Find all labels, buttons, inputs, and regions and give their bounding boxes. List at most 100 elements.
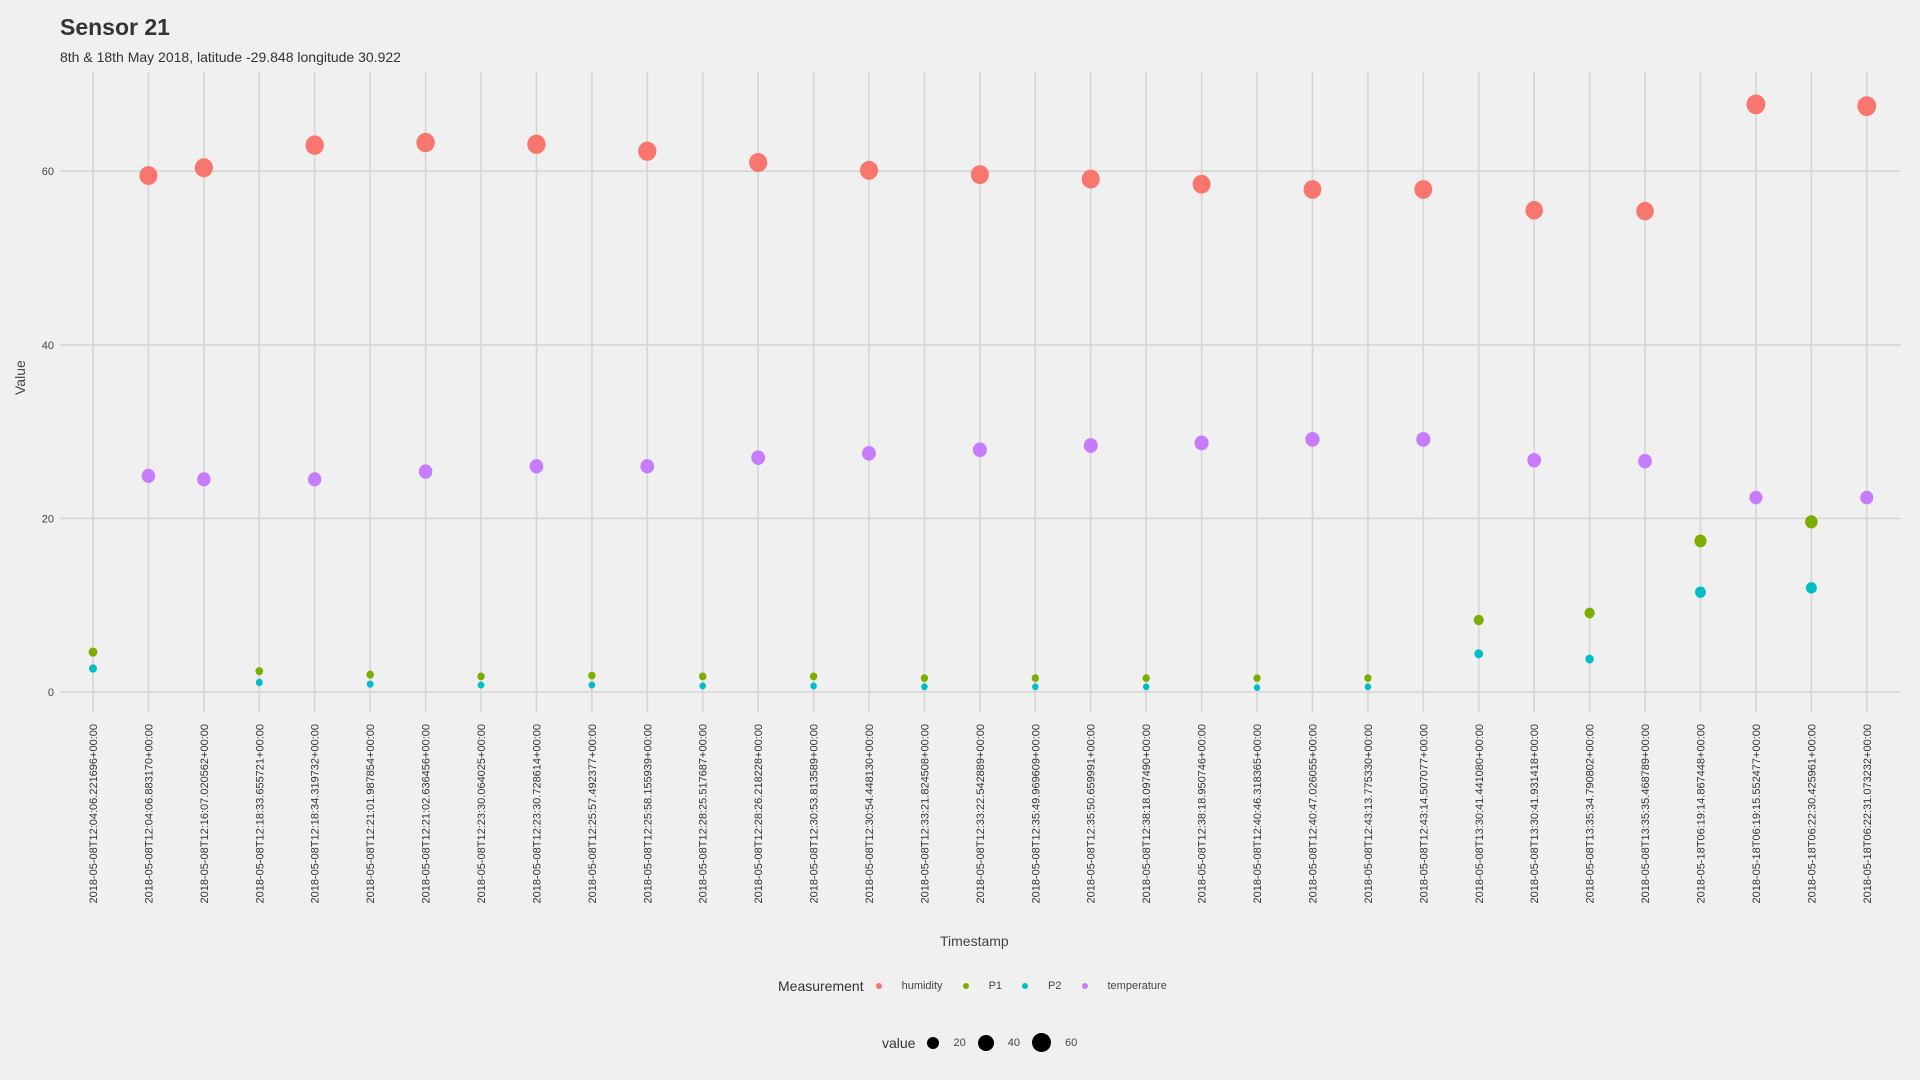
data-point-humidity xyxy=(1525,201,1543,220)
legend-item-p2: P2 xyxy=(1022,980,1062,992)
x-tick-label: 2018-05-18T06:19:15.552477+00:00 xyxy=(1751,724,1763,904)
legend-item-humidity: humidity xyxy=(875,980,943,992)
data-point-p2 xyxy=(1474,649,1484,659)
legend-value-size: value 20 40 60 xyxy=(882,1033,1089,1052)
x-tick-label: 2018-05-08T12:25:57.492377+00:00 xyxy=(587,724,599,904)
x-tick-label: 2018-05-08T12:21:02.636456+00:00 xyxy=(421,724,433,904)
x-tick-label: 2018-05-08T12:35:49.969609+00:00 xyxy=(1030,724,1042,904)
y-tick-label: 20 xyxy=(42,513,54,525)
data-point-humidity xyxy=(305,135,324,155)
x-tick-label: 2018-05-08T13:30:41.441080+00:00 xyxy=(1474,724,1486,904)
data-point-temperature xyxy=(1416,431,1431,447)
data-point-humidity xyxy=(194,158,213,178)
x-tick-label: 2018-05-08T12:33:22.542889+00:00 xyxy=(975,724,987,904)
data-point-p1 xyxy=(1694,534,1707,548)
data-point-humidity xyxy=(859,160,879,180)
data-point-temperature xyxy=(418,464,433,479)
data-point-p1 xyxy=(88,647,98,657)
data-point-temperature xyxy=(308,472,322,487)
data-point-p2 xyxy=(921,683,928,691)
legend-size-label: 40 xyxy=(1007,1036,1020,1049)
data-point-p1 xyxy=(477,672,485,681)
legend-size-label: 20 xyxy=(953,1036,966,1049)
y-tick-label: 60 xyxy=(42,166,54,178)
chart-subtitle: 8th & 18th May 2018, latitude -29.848 lo… xyxy=(60,49,401,65)
x-tick-label: 2018-05-08T12:04:06.221696+00:00 xyxy=(88,724,100,904)
legend-measurement: Measurement humidity P1 P2 temperature xyxy=(778,978,1187,994)
x-tick-label: 2018-05-08T12:16:07.020562+00:00 xyxy=(199,724,211,904)
x-tick-label: 2018-05-08T13:35:34.790802+00:00 xyxy=(1585,724,1597,904)
legend-item-label: P1 xyxy=(988,980,1003,992)
legend-size-60: 60 xyxy=(1031,1033,1078,1052)
data-point-humidity xyxy=(1857,96,1877,116)
data-point-temperature xyxy=(751,450,766,465)
data-point-p1 xyxy=(1364,674,1372,682)
data-point-p2 xyxy=(477,681,485,689)
data-point-p2 xyxy=(699,682,707,690)
data-point-p2 xyxy=(1695,586,1706,598)
data-point-p2 xyxy=(810,682,817,690)
x-tick-label: 2018-05-18T06:22:30.425961+00:00 xyxy=(1806,724,1818,904)
data-point-temperature xyxy=(1749,490,1763,505)
legend-item-label: P2 xyxy=(1048,980,1062,992)
data-point-temperature xyxy=(1194,435,1209,451)
x-axis-label: Timestamp xyxy=(940,933,1009,949)
x-tick-label: 2018-05-08T12:23:30.064025+00:00 xyxy=(476,724,488,904)
data-point-humidity xyxy=(1414,180,1433,199)
legend-size-circle-icon xyxy=(1031,1033,1051,1052)
legend-size-20: 20 xyxy=(927,1036,966,1049)
data-point-p2 xyxy=(1585,654,1594,664)
x-tick-label: 2018-05-08T12:40:47.026055+00:00 xyxy=(1307,724,1319,904)
x-tick-label: 2018-05-08T12:04:06.883170+00:00 xyxy=(143,724,155,904)
legend-item-label: temperature xyxy=(1107,980,1167,992)
legend-item-p1: P1 xyxy=(962,980,1003,992)
y-axis-label: Value xyxy=(12,360,28,395)
legend-swatch-icon xyxy=(1081,983,1088,989)
x-tick-label: 2018-05-08T12:28:26.218228+00:00 xyxy=(753,724,765,904)
legend-size-circle-icon xyxy=(977,1034,994,1051)
data-point-temperature xyxy=(1860,490,1874,505)
data-point-humidity xyxy=(1636,201,1654,221)
legend-item-temperature: temperature xyxy=(1081,980,1167,992)
data-point-p1 xyxy=(255,667,264,676)
legend-value-title: value xyxy=(882,1034,916,1051)
x-tick-label: 2018-05-08T12:28:25.517687+00:00 xyxy=(698,724,710,904)
data-point-p1 xyxy=(1805,515,1818,529)
x-tick-label: 2018-05-18T06:19:14.867448+00:00 xyxy=(1695,724,1707,904)
legend-swatch-icon xyxy=(875,983,882,989)
x-tick-label: 2018-05-08T12:18:34.319732+00:00 xyxy=(310,724,322,904)
legend-size-label: 60 xyxy=(1064,1036,1078,1049)
x-tick-label: 2018-05-18T06:22:31.073232+00:00 xyxy=(1862,724,1874,904)
data-point-temperature xyxy=(529,459,544,474)
legend-item-label: humidity xyxy=(901,980,943,992)
x-tick-label: 2018-05-08T13:30:41.931418+00:00 xyxy=(1529,724,1541,904)
legend-swatch-icon xyxy=(962,983,969,989)
data-point-p2 xyxy=(588,681,596,689)
legend-size-circle-icon xyxy=(927,1036,940,1049)
data-point-temperature xyxy=(1083,438,1098,453)
legend-swatch-icon xyxy=(1022,983,1029,989)
x-tick-label: 2018-05-08T12:21:01.987854+00:00 xyxy=(365,724,377,904)
data-point-p1 xyxy=(588,671,596,680)
data-point-p2 xyxy=(1142,683,1150,691)
y-tick-label: 0 xyxy=(48,687,54,699)
data-point-temperature xyxy=(141,468,156,483)
data-point-p1 xyxy=(366,670,374,679)
x-tick-label: 2018-05-08T12:43:14.507077+00:00 xyxy=(1418,724,1430,904)
x-tick-label: 2018-05-08T12:35:50.659991+00:00 xyxy=(1086,724,1098,904)
data-point-p1 xyxy=(1473,614,1484,626)
data-point-p2 xyxy=(366,680,374,688)
data-point-temperature xyxy=(1527,453,1542,468)
data-point-humidity xyxy=(1081,169,1100,189)
data-point-humidity xyxy=(527,134,546,154)
data-point-p2 xyxy=(1253,684,1261,692)
x-tick-label: 2018-05-08T13:35:35.468789+00:00 xyxy=(1640,724,1652,904)
x-tick-label: 2018-05-08T12:30:53.813589+00:00 xyxy=(809,724,821,904)
data-point-p2 xyxy=(1805,582,1817,594)
data-point-p1 xyxy=(1253,674,1261,682)
data-point-humidity xyxy=(416,132,435,153)
data-point-p2 xyxy=(255,678,263,687)
data-point-humidity xyxy=(970,165,989,185)
legend-size-40: 40 xyxy=(977,1034,1020,1051)
